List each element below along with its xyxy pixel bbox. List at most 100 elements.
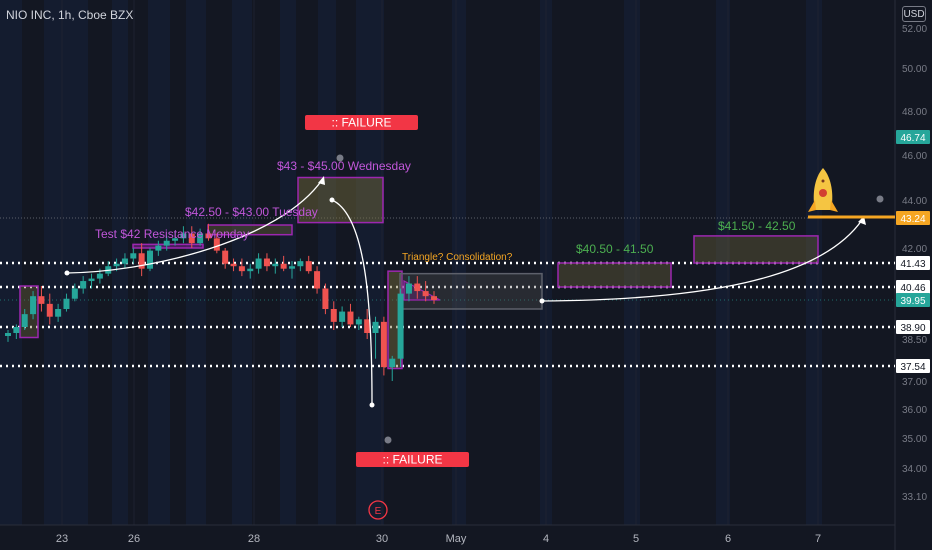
session-band bbox=[186, 0, 206, 525]
candle[interactable] bbox=[355, 316, 362, 330]
candle[interactable] bbox=[88, 273, 95, 289]
currency-button[interactable]: USD bbox=[902, 6, 926, 22]
candle[interactable] bbox=[263, 253, 270, 272]
triangle-note-label: Triangle? Consolidation? bbox=[402, 252, 513, 263]
resistance-monday-label: Test $42 Resistance Monday bbox=[95, 227, 249, 241]
price-axis-label: 37.54 bbox=[896, 359, 930, 373]
y-tick-label: 42.00 bbox=[902, 244, 927, 255]
projection-arrow-up[interactable] bbox=[66, 179, 323, 274]
candle[interactable] bbox=[105, 261, 112, 277]
candle[interactable] bbox=[330, 301, 337, 330]
price-axis-label: 41.43 bbox=[896, 256, 930, 270]
candle[interactable] bbox=[205, 223, 212, 241]
candle[interactable] bbox=[13, 324, 20, 339]
candle[interactable] bbox=[5, 330, 11, 342]
svg-text:39.95: 39.95 bbox=[900, 296, 925, 307]
svg-text:41.43: 41.43 bbox=[900, 259, 925, 270]
candle[interactable] bbox=[130, 248, 137, 264]
candle[interactable] bbox=[197, 228, 204, 246]
svg-text::: FAILURE: :: FAILURE bbox=[382, 453, 442, 467]
candle[interactable] bbox=[71, 283, 78, 302]
candle[interactable] bbox=[163, 235, 170, 251]
clock-icon[interactable] bbox=[336, 154, 344, 162]
candle[interactable] bbox=[138, 243, 145, 277]
candle[interactable] bbox=[347, 303, 354, 327]
arrow-head bbox=[318, 176, 325, 185]
candle[interactable] bbox=[180, 226, 187, 244]
candle[interactable] bbox=[372, 316, 379, 359]
zone-41-50-42-50[interactable] bbox=[693, 235, 819, 264]
candle[interactable] bbox=[322, 283, 329, 315]
candle[interactable] bbox=[397, 288, 404, 368]
projection-arrow-down[interactable] bbox=[331, 199, 373, 404]
x-tick-label: 7 bbox=[815, 533, 821, 545]
candle[interactable] bbox=[46, 293, 53, 325]
y-tick-label: 35.00 bbox=[902, 434, 927, 445]
candle[interactable] bbox=[289, 261, 295, 279]
candle[interactable] bbox=[380, 316, 387, 376]
candle[interactable] bbox=[422, 281, 429, 302]
svg-text:40.46: 40.46 bbox=[900, 283, 925, 294]
svg-text:46.74: 46.74 bbox=[900, 133, 925, 144]
candle[interactable] bbox=[431, 291, 437, 304]
candle[interactable] bbox=[21, 309, 28, 330]
candle[interactable] bbox=[414, 276, 421, 299]
wednesday-target-label: $43 - $45.00 Wednesday bbox=[277, 159, 411, 173]
candle[interactable] bbox=[222, 248, 229, 269]
y-tick-label: 37.00 bbox=[902, 377, 927, 388]
candle[interactable] bbox=[247, 263, 254, 279]
y-tick-label: 36.00 bbox=[902, 405, 927, 416]
candle[interactable] bbox=[305, 255, 312, 274]
candle[interactable] bbox=[364, 309, 371, 339]
arrow-start-dot bbox=[539, 298, 545, 304]
earnings-icon[interactable]: E bbox=[368, 500, 388, 520]
candle[interactable] bbox=[230, 258, 237, 272]
zone-2-label: $41.50 - 42.50 bbox=[718, 219, 796, 233]
candle[interactable] bbox=[238, 258, 245, 277]
symbol-title: NIO INC, 1h, Cboe BZX bbox=[6, 8, 134, 22]
price-axis-label: 40.46 bbox=[896, 280, 930, 294]
triangle-pattern[interactable] bbox=[403, 280, 441, 301]
zone-1-label: $40.50 - 41.50 bbox=[576, 242, 654, 256]
candle[interactable] bbox=[30, 291, 37, 320]
candle[interactable] bbox=[188, 226, 195, 248]
zone-40-50-41-50[interactable] bbox=[557, 262, 672, 288]
price-axis-label: 46.74 bbox=[896, 130, 930, 144]
svg-text:37.54: 37.54 bbox=[900, 362, 925, 373]
clock-icon[interactable] bbox=[876, 195, 884, 203]
failure-label-bottom: :: FAILURE bbox=[356, 452, 469, 467]
candle[interactable] bbox=[297, 258, 304, 272]
candle[interactable] bbox=[38, 286, 45, 312]
candle[interactable] bbox=[63, 293, 70, 312]
candle[interactable] bbox=[55, 303, 62, 322]
session-band bbox=[0, 0, 22, 525]
candle[interactable] bbox=[155, 240, 162, 256]
clock-icon[interactable] bbox=[384, 436, 392, 444]
y-tick-label: 44.00 bbox=[902, 196, 927, 207]
arrow-start-dot bbox=[329, 197, 335, 203]
svg-text:38.90: 38.90 bbox=[900, 323, 925, 334]
candle[interactable] bbox=[172, 231, 179, 246]
candle[interactable] bbox=[405, 276, 412, 302]
projection-arrow-target[interactable] bbox=[541, 219, 863, 302]
candle[interactable] bbox=[339, 306, 346, 327]
svg-text:E: E bbox=[375, 506, 382, 517]
candle[interactable] bbox=[213, 233, 220, 254]
candle[interactable] bbox=[121, 253, 128, 269]
candle[interactable] bbox=[280, 255, 287, 272]
rocket-icon bbox=[808, 168, 838, 212]
candle[interactable] bbox=[314, 266, 321, 294]
price-axis-label: 38.90 bbox=[896, 320, 930, 334]
zone-wednesday[interactable] bbox=[297, 176, 384, 224]
y-tick-label: 38.50 bbox=[902, 335, 927, 346]
candle[interactable] bbox=[147, 248, 153, 272]
candle[interactable] bbox=[389, 355, 396, 381]
x-tick-label: 5 bbox=[633, 533, 639, 545]
candle[interactable] bbox=[255, 253, 262, 274]
y-tick-label: 33.10 bbox=[902, 492, 927, 503]
candle[interactable] bbox=[80, 276, 87, 294]
candle[interactable] bbox=[272, 258, 279, 274]
svg-text:43.24: 43.24 bbox=[900, 214, 925, 225]
y-tick-label: 48.00 bbox=[902, 107, 927, 118]
